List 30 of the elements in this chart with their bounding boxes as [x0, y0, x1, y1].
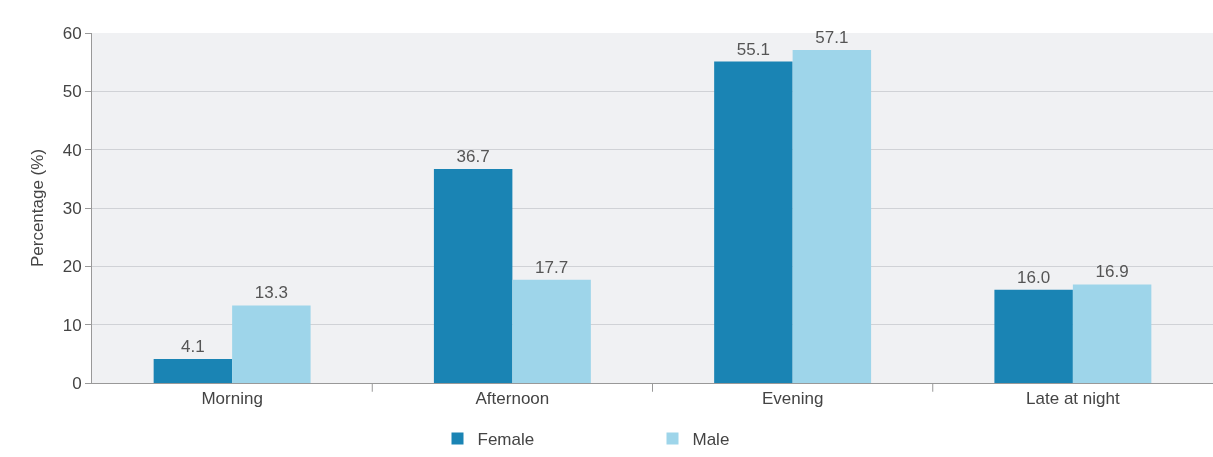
- bar: [714, 61, 793, 383]
- x-tick-label: Morning: [201, 389, 263, 409]
- y-tick-label: 60: [62, 23, 82, 43]
- x-tick-label: Late at night: [1026, 389, 1120, 409]
- text: 16.9: [1095, 262, 1129, 282]
- legend-label: Male: [692, 430, 730, 450]
- y-tick-label: 40: [62, 140, 82, 160]
- y-tick-label: 50: [62, 82, 82, 102]
- bar: [792, 49, 872, 383]
- text: 17.7: [535, 257, 569, 277]
- y-tick-label: 30: [62, 198, 82, 218]
- text: 55.1: [736, 39, 770, 59]
- bar: [512, 279, 591, 383]
- bar: [153, 359, 233, 383]
- bar: [994, 289, 1073, 383]
- text: 36.7: [456, 146, 490, 166]
- text: 16.0: [1017, 267, 1051, 287]
- bar: [433, 168, 513, 383]
- legend-label: Female: [477, 430, 535, 450]
- text: 57.1: [815, 27, 849, 47]
- x-tick-label: Afternoon: [475, 389, 550, 409]
- text: 13.3: [254, 283, 288, 303]
- bar: [232, 305, 311, 383]
- y-tick-label: 10: [62, 315, 82, 335]
- bar: [1072, 284, 1152, 383]
- y-tick-label: 20: [62, 257, 82, 277]
- y-axis-title: Percentage (%): [28, 148, 48, 268]
- y-tick-label: 0: [72, 373, 82, 393]
- x-tick-label: Evening: [761, 389, 824, 409]
- text: 4.1: [181, 337, 205, 357]
